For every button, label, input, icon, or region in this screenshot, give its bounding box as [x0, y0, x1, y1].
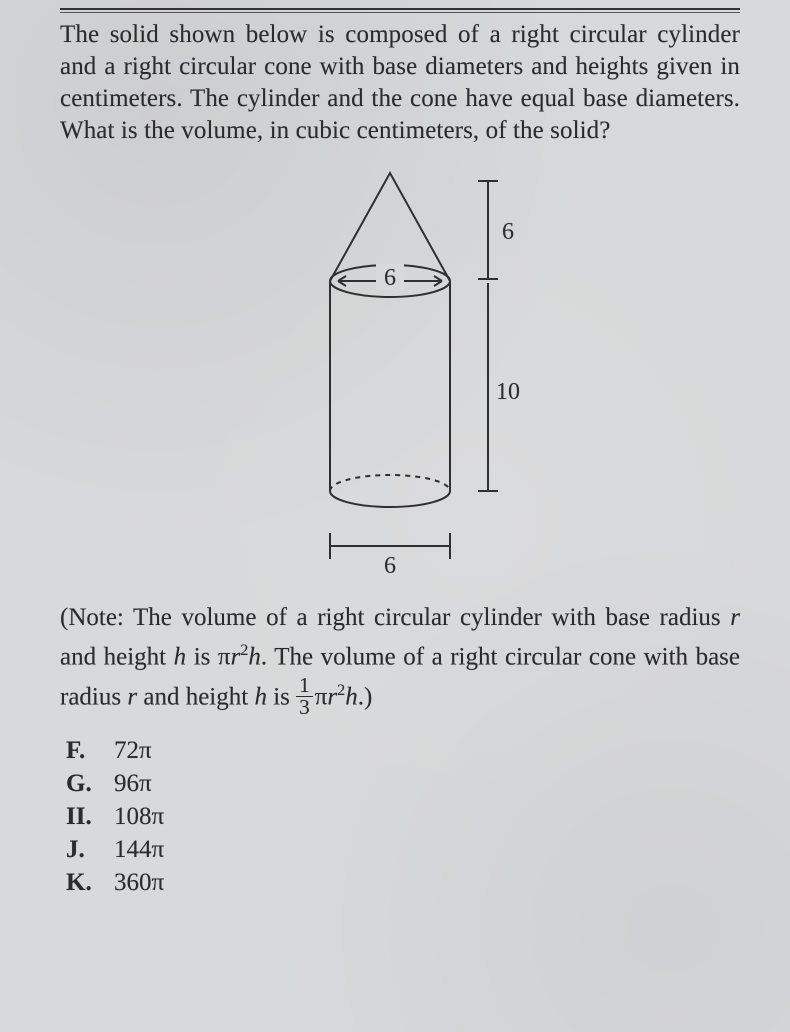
note-part: is: [267, 683, 296, 710]
choice-row: J. 144π: [66, 833, 740, 866]
note-r4: r: [327, 683, 337, 710]
note-part: is π: [186, 643, 230, 670]
question-text: The solid shown below is composed of a r…: [60, 19, 740, 147]
answer-choices: F. 72π G. 96π II. 108π J. 144π K. 360π: [60, 734, 740, 899]
bottom-ellipse-front: [330, 491, 450, 507]
page: The solid shown below is composed of a r…: [60, 8, 740, 899]
note-part: (Note: The volume of a right circular cy…: [60, 604, 730, 631]
note-part: .): [358, 683, 373, 710]
choice-letter: II.: [66, 800, 96, 833]
cone-height-label: 6: [502, 219, 514, 245]
note-r2: r: [231, 643, 241, 670]
top-rule-thick: [60, 8, 740, 10]
choice-row: F. 72π: [66, 734, 740, 767]
choice-value: 108π: [114, 800, 164, 833]
note-h3: h: [254, 683, 267, 710]
choice-letter: F.: [66, 734, 96, 767]
note-part: and height: [60, 643, 174, 670]
solid-figure: 6 6 10 6: [60, 161, 740, 591]
note-frac: 13: [296, 675, 313, 719]
frac-den: 3: [296, 697, 313, 718]
solid-svg: 6 6 10 6: [250, 161, 550, 591]
choice-row: G. 96π: [66, 767, 740, 800]
choice-value: 144π: [114, 833, 164, 866]
cyl-height-label: 10: [496, 379, 520, 405]
choice-row: K. 360π: [66, 866, 740, 899]
note-h4: h: [345, 683, 358, 710]
frac-num: 1: [296, 675, 313, 697]
top-rule-thin: [60, 12, 740, 13]
choice-value: 360π: [114, 866, 164, 899]
choice-letter: K.: [66, 866, 96, 899]
note-r3: r: [127, 683, 137, 710]
choice-value: 72π: [114, 734, 152, 767]
note-h1: h: [174, 643, 187, 670]
note-h2: h: [248, 643, 261, 670]
note-part: and height: [137, 683, 254, 710]
diam-bot-label: 6: [384, 553, 396, 579]
note-part: π: [315, 683, 328, 710]
note-r1: r: [730, 604, 740, 631]
bottom-ellipse-back: [330, 475, 450, 491]
note-text: (Note: The volume of a right circular cy…: [60, 599, 740, 720]
choice-row: II. 108π: [66, 800, 740, 833]
choice-value: 96π: [114, 767, 152, 800]
choice-letter: J.: [66, 833, 96, 866]
diam-mid-label: 6: [384, 265, 396, 291]
choice-letter: G.: [66, 767, 96, 800]
